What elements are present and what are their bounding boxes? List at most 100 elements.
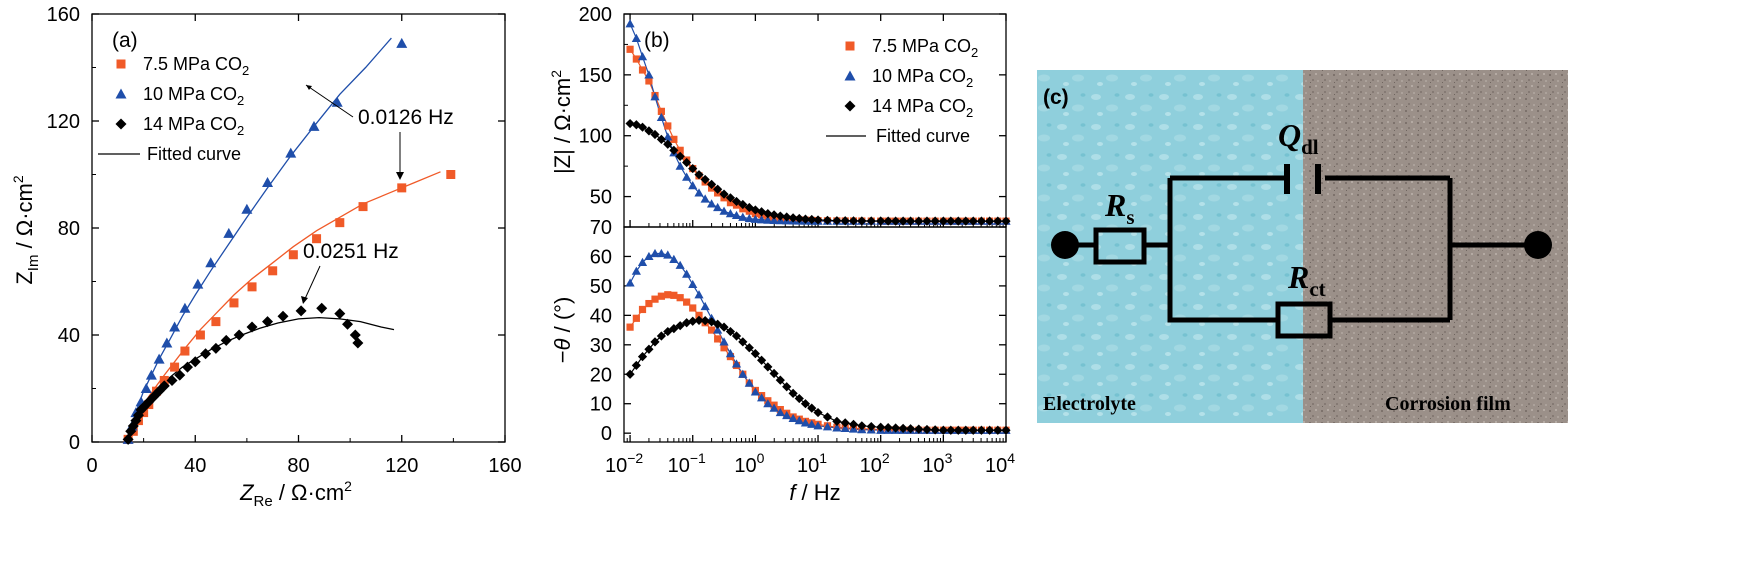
nyquist-data-point — [220, 334, 232, 346]
nyquist-data-point — [295, 305, 307, 317]
bode-bottom-y-tick-label: 20 — [590, 364, 612, 386]
rct-label: Rct — [1287, 259, 1326, 301]
bode-x-tick-label: 10−2 — [605, 450, 643, 477]
nyquist-data-point — [241, 203, 253, 214]
bode-data-point — [694, 290, 704, 299]
bode-data-point — [800, 418, 811, 427]
bode-data-point — [663, 132, 673, 141]
nyquist-data-point — [268, 266, 278, 276]
legend-label: 14 MPa CO2 — [872, 96, 973, 120]
bode-data-point — [669, 145, 679, 155]
nyquist-data-point — [179, 302, 191, 313]
bode-data-point — [719, 189, 729, 199]
bode-data-point — [656, 248, 666, 258]
bode-data-point — [794, 213, 804, 224]
corrosion-film-label: Corrosion film — [1385, 393, 1511, 415]
bode-data-point — [625, 278, 635, 287]
bode-legend: 7.5 MPa CO2 10 MPa CO2 14 MPa CO2 Fitted cu… — [826, 36, 978, 146]
bode-data-point — [891, 216, 901, 226]
bode-data-point — [976, 216, 987, 226]
svg-text:ZIm / Ω·cm2: ZIm / Ω·cm2 — [10, 175, 42, 285]
bode-data-point — [695, 311, 703, 319]
bode-data-point — [638, 305, 647, 314]
bode-data-point — [714, 335, 722, 343]
bode-data-point — [744, 343, 754, 353]
legend-label: Fitted curve — [147, 144, 241, 164]
bode-data-point — [898, 423, 908, 433]
bode-data-point — [682, 318, 692, 328]
annotation-0251hz: 0.0251 Hz — [303, 240, 399, 263]
bode-data-point — [757, 207, 767, 217]
bode-data-point — [626, 45, 634, 53]
nyquist-data-point — [352, 337, 364, 349]
annotation-0126hz-arrowhead-a — [306, 85, 312, 90]
nyquist-y-tick-label: 160 — [47, 4, 80, 26]
bode-data-point — [682, 157, 692, 168]
legend-marker — [844, 100, 856, 112]
bode-data-point — [676, 294, 684, 302]
bode-data-point — [922, 216, 932, 226]
nyquist-y-tick-label: 0 — [69, 432, 80, 454]
bode-data-point — [688, 181, 698, 190]
bode-data-point — [626, 323, 634, 331]
nyquist-y-axis-label: ZIm / Ω·cm2 — [10, 175, 42, 285]
bode-data-point — [650, 337, 660, 347]
nyquist-data-point — [200, 348, 212, 360]
legend-label: 10 MPa CO2 — [872, 66, 973, 90]
nyquist-x-axis-label: ZRe / Ω·cm2 — [239, 478, 352, 510]
nyquist-data-point — [277, 310, 289, 322]
bode-data-point — [822, 215, 833, 225]
annotation-0251hz-arrowhead — [301, 296, 308, 304]
bode-data-point — [832, 423, 842, 432]
bode-data-point — [656, 134, 666, 144]
nyquist-data-point — [189, 356, 201, 368]
bode-bottom-y-tick-label: 70 — [590, 217, 612, 239]
bode-data-point — [725, 326, 736, 337]
bode-fit-line — [629, 252, 1006, 431]
bode-data-point — [637, 257, 648, 266]
bode-top-y-tick-label: 100 — [579, 126, 612, 148]
bode-data-points — [625, 19, 1011, 435]
bode-top-y-tick-label: 200 — [579, 4, 612, 26]
bode-data-point — [650, 92, 660, 101]
bode-data-point — [744, 213, 754, 223]
bode-data-point — [905, 424, 916, 434]
legend-marker — [116, 59, 126, 69]
bode-data-point — [731, 196, 742, 207]
bode-data-point — [631, 120, 641, 130]
bode-data-point — [876, 422, 886, 432]
nyquist-x-tick-label: 120 — [385, 455, 418, 477]
bode-data-point — [953, 425, 963, 435]
nyquist-y-tick-label: 40 — [58, 325, 80, 347]
legend-marker — [844, 70, 856, 81]
nyquist-data-point — [210, 342, 222, 354]
bode-data-point — [738, 212, 748, 221]
bode-data-point — [857, 216, 867, 226]
bode-data-point — [683, 298, 691, 306]
bode-data-point — [782, 382, 792, 392]
bode-bottom-y-tick-label: 10 — [590, 394, 612, 416]
nyquist-data-point — [166, 374, 178, 386]
nyquist-data-point — [180, 346, 190, 356]
bode-data-point — [669, 324, 679, 334]
bode-data-point — [694, 188, 704, 197]
nyquist-data-point — [223, 227, 235, 238]
bode-data-point — [625, 118, 635, 129]
legend-marker — [845, 41, 855, 51]
bode-data-point — [961, 425, 971, 435]
bode-top-y-tick-label: 150 — [579, 65, 612, 87]
nyquist-data-point — [288, 250, 298, 260]
bode-bottom-y-axis-label: −θ / (°) — [550, 297, 575, 364]
nyquist-ticks: 0 40 80 120 160 0 40 80 120 160 — [47, 4, 522, 477]
bode-data-point — [694, 170, 704, 180]
annotation-0126hz-arrow-a — [305, 84, 354, 118]
bode-data-point — [822, 422, 833, 431]
bode-data-point — [670, 135, 678, 143]
bode-data-point — [631, 266, 641, 275]
bode-data-point — [706, 317, 717, 327]
bode-data-point — [930, 216, 940, 226]
electrolyte-label: Electrolyte — [1043, 393, 1136, 415]
nyquist-data-point — [195, 330, 205, 340]
bode-data-point — [657, 107, 665, 115]
